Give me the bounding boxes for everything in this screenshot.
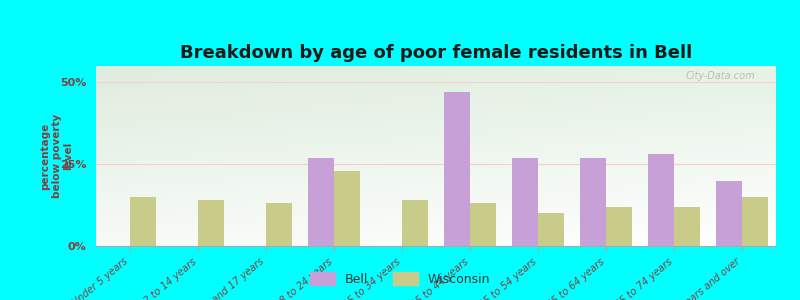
Bar: [580, 158, 606, 246]
Bar: [538, 213, 564, 246]
Bar: [606, 207, 632, 246]
Y-axis label: percentage
below poverty
level: percentage below poverty level: [40, 114, 74, 198]
Bar: [198, 200, 224, 246]
Bar: [402, 200, 428, 246]
Bar: [742, 197, 768, 246]
Bar: [674, 207, 700, 246]
Bar: [444, 92, 470, 246]
Bar: [716, 181, 742, 246]
Bar: [648, 154, 674, 246]
Legend: Bell, Wisconsin: Bell, Wisconsin: [305, 267, 495, 291]
Bar: [470, 203, 496, 246]
Text: City-Data.com: City-Data.com: [686, 71, 755, 81]
Bar: [308, 158, 334, 246]
Bar: [512, 158, 538, 246]
Bar: [130, 197, 156, 246]
Title: Breakdown by age of poor female residents in Bell: Breakdown by age of poor female resident…: [180, 44, 692, 62]
Bar: [334, 171, 360, 246]
Bar: [266, 203, 292, 246]
